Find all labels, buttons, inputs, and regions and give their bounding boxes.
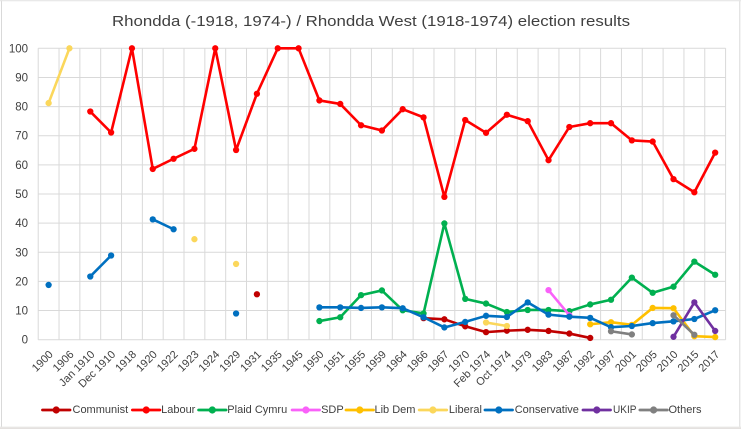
svg-text:30: 30 xyxy=(15,247,28,259)
svg-text:0: 0 xyxy=(22,335,28,347)
svg-text:Conservative: Conservative xyxy=(515,404,579,416)
svg-text:50: 50 xyxy=(15,189,28,201)
svg-text:90: 90 xyxy=(15,72,28,84)
svg-text:40: 40 xyxy=(15,218,28,230)
svg-text:Liberal: Liberal xyxy=(449,404,482,416)
svg-text:20: 20 xyxy=(15,276,28,288)
svg-text:Lib Dem: Lib Dem xyxy=(375,404,416,416)
svg-text:60: 60 xyxy=(15,160,28,172)
svg-text:Labour: Labour xyxy=(161,404,196,416)
svg-text:UKIP: UKIP xyxy=(613,404,637,416)
svg-text:Communist: Communist xyxy=(73,404,129,416)
svg-text:10: 10 xyxy=(15,306,28,318)
svg-text:Rhondda (-1918, 1974-) / Rhond: Rhondda (-1918, 1974-) / Rhondda West (1… xyxy=(112,13,630,30)
svg-text:Plaid Cymru: Plaid Cymru xyxy=(227,404,287,416)
svg-text:70: 70 xyxy=(15,131,28,143)
svg-text:100: 100 xyxy=(9,43,28,55)
svg-text:80: 80 xyxy=(15,102,28,114)
svg-text:Others: Others xyxy=(669,404,703,416)
svg-text:SDP: SDP xyxy=(321,404,344,416)
